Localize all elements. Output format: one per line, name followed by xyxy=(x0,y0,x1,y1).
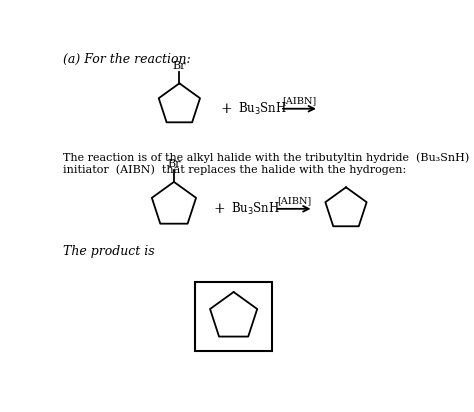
Text: initiator  (AIBN)  that replaces the halide with the hydrogen:: initiator (AIBN) that replaces the halid… xyxy=(63,164,406,175)
Text: Bu$_3$SnH: Bu$_3$SnH xyxy=(231,201,281,217)
Text: Br: Br xyxy=(167,159,181,169)
Text: [AIBN]: [AIBN] xyxy=(283,96,317,105)
Text: The product is: The product is xyxy=(63,245,155,258)
Text: (a) For the reaction:: (a) For the reaction: xyxy=(63,52,191,66)
Text: +: + xyxy=(213,202,225,216)
Text: Br: Br xyxy=(173,61,186,71)
Text: Bu$_3$SnH: Bu$_3$SnH xyxy=(237,101,287,117)
Bar xyxy=(195,282,273,351)
Text: [AIBN]: [AIBN] xyxy=(277,196,311,205)
Text: +: + xyxy=(220,102,232,116)
Text: The reaction is of the alkyl halide with the tributyltin hydride  (Bu₃SnH)  and : The reaction is of the alkyl halide with… xyxy=(63,152,474,163)
